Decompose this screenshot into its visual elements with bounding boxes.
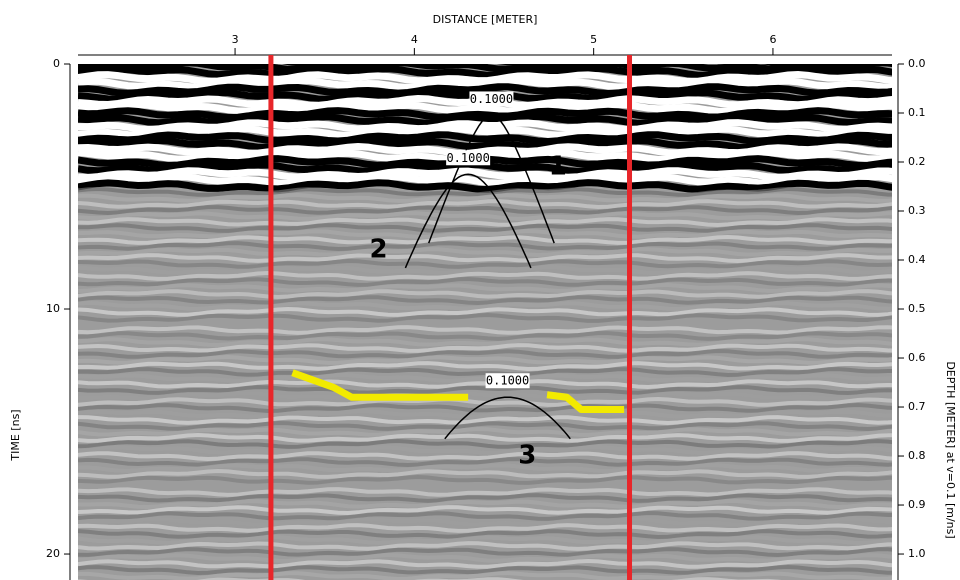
y-tick-label: 20 (46, 547, 60, 560)
y2-tick-label: 0.1 (908, 106, 926, 119)
annotation: 3 (518, 441, 536, 471)
x-tick-label: 5 (590, 33, 597, 46)
x-tick-label: 6 (769, 33, 776, 46)
annotation: 1 (549, 151, 567, 181)
y2-tick-label: 0.8 (908, 449, 926, 462)
y-tick-label: 10 (46, 302, 60, 315)
x-tick-label: 4 (411, 33, 418, 46)
chart-title: DISTANCE [METER] (433, 13, 538, 26)
y2-tick-label: 0.3 (908, 204, 926, 217)
y2-tick-label: 0.2 (908, 155, 926, 168)
y2-tick-label: 0.0 (908, 57, 926, 70)
y-axis-label: TIME [ns] (9, 409, 22, 461)
y2-tick-label: 0.4 (908, 253, 926, 266)
y2-axis-label: DEPTH [METER] at v=0.1 [m/ns] (944, 361, 957, 538)
texture-band (78, 57, 898, 64)
y-tick-label: 0 (53, 57, 60, 70)
annotation: 2 (369, 235, 387, 265)
hyperbola-label: 0.1000 (446, 151, 489, 165)
y2-tick-label: 0.9 (908, 498, 926, 511)
hyperbola-label: 0.1000 (486, 374, 529, 388)
y2-tick-label: 1.0 (908, 547, 926, 560)
y2-tick-label: 0.6 (908, 351, 926, 364)
y2-tick-label: 0.5 (908, 302, 926, 315)
y2-tick-label: 0.7 (908, 400, 926, 413)
hyperbola-label: 0.1000 (470, 92, 513, 106)
radargram-chart: 0.1000 0.1000 0.1000 DISTANCE [METER] TIME… (0, 0, 960, 580)
x-tick-label: 3 (232, 33, 239, 46)
